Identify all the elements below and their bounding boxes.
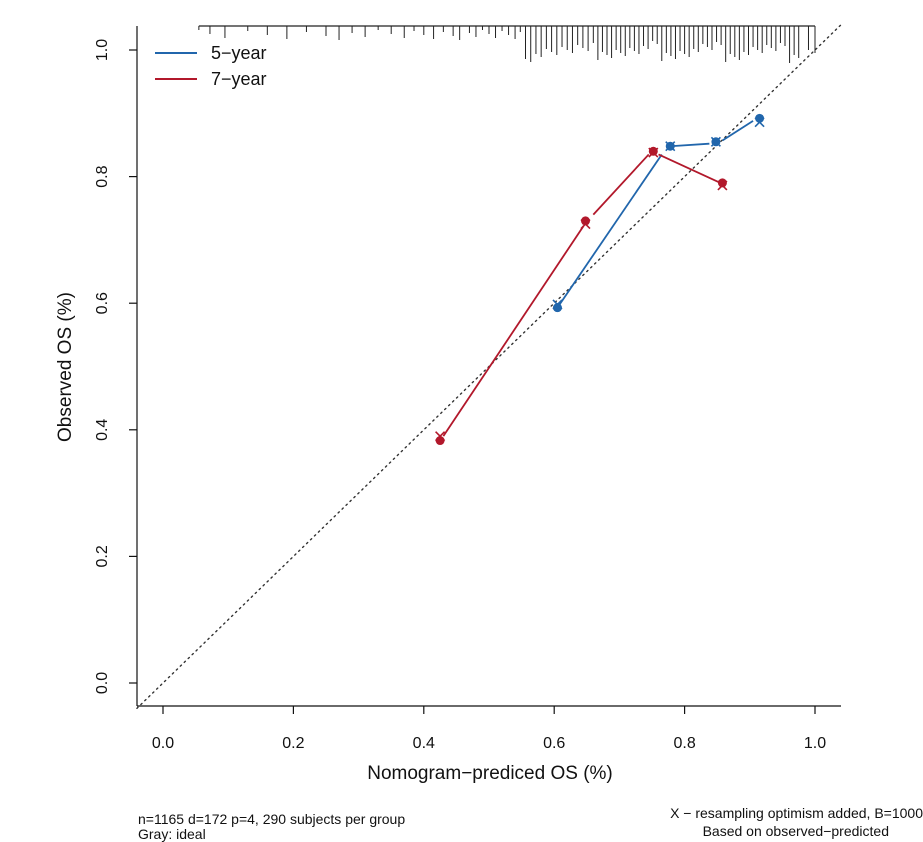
observed-point bbox=[552, 303, 562, 313]
legend-label: 5−year bbox=[211, 43, 267, 63]
legend: 5−year 7−year bbox=[155, 43, 267, 89]
resampling-note: X − resampling optimism added, B=1000 bbox=[670, 805, 923, 821]
sample-info-text: n=1165 d=172 p=4, 290 subjects per group bbox=[138, 811, 406, 827]
x-tick-label: 1.0 bbox=[804, 735, 826, 752]
series-7-year bbox=[435, 146, 728, 446]
y-axis-label: Observed OS (%) bbox=[55, 292, 76, 442]
calibration-segment bbox=[592, 153, 650, 216]
series-layer bbox=[435, 113, 765, 446]
corrected-marker bbox=[435, 431, 446, 442]
observed-point bbox=[648, 146, 658, 156]
y-tick-label: 0.8 bbox=[94, 165, 111, 187]
x-tick-label: 0.6 bbox=[543, 735, 565, 752]
axes: 0.0 0.0 0.2 0.2 0.4 0.4 0.6 0.6 0.8 0.8 1.0 1.0 bbox=[94, 23, 842, 752]
y-tick-label: 0.2 bbox=[94, 545, 111, 567]
corrected-marker bbox=[754, 117, 765, 128]
y-tick-label: 0.4 bbox=[94, 419, 111, 441]
rug-plot bbox=[198, 25, 816, 63]
corrected-marker bbox=[580, 219, 591, 230]
y-tick-label: 1.0 bbox=[94, 39, 111, 61]
calibration-segment bbox=[658, 153, 721, 184]
x-tick-label: 0.0 bbox=[152, 735, 174, 752]
corrected-marker bbox=[665, 141, 676, 152]
calibration-segment bbox=[442, 225, 585, 437]
x-tick-label: 0.4 bbox=[413, 735, 435, 752]
legend-label: 7−year bbox=[211, 69, 267, 89]
corrected-marker bbox=[710, 136, 721, 147]
ideal-line-note: Gray: ideal bbox=[138, 826, 206, 842]
corrected-marker bbox=[552, 299, 563, 310]
based-on-note: Based on observed−predicted bbox=[702, 823, 889, 839]
corrected-marker bbox=[717, 180, 728, 191]
calibration-segment bbox=[721, 120, 754, 142]
y-tick-label: 0.6 bbox=[94, 292, 111, 314]
x-tick-label: 0.8 bbox=[673, 735, 695, 752]
observed-point bbox=[435, 436, 445, 446]
calibration-segment bbox=[670, 142, 710, 148]
x-axis-label: Nomogram−prediced OS (%) bbox=[367, 763, 613, 784]
y-tick-label: 0.0 bbox=[94, 672, 111, 694]
series-5-year bbox=[552, 113, 765, 313]
calibration-segment bbox=[556, 153, 663, 309]
observed-point bbox=[580, 216, 590, 226]
x-tick-label: 0.2 bbox=[282, 735, 304, 752]
observed-point bbox=[717, 178, 727, 188]
corrected-marker bbox=[648, 147, 659, 158]
